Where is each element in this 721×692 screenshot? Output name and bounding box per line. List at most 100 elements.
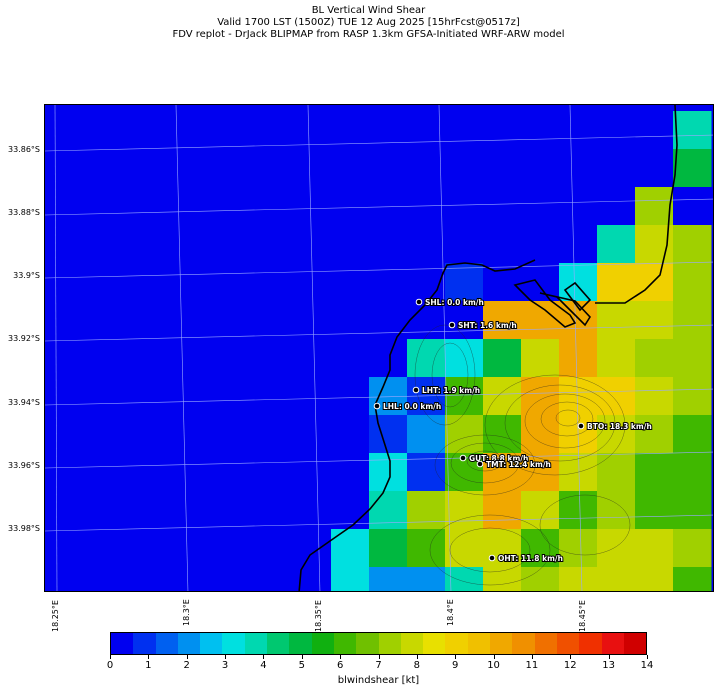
colorbar-swatch [467,633,491,654]
heatmap-cell [45,529,66,568]
heatmap-cell [45,567,66,591]
station-label: GUT: 8.8 km/h [469,454,528,463]
lon-label-4: 18.45°E [578,600,587,632]
heatmap-cell [369,567,408,591]
heatmap-cell [65,415,104,454]
heatmap-cell [217,415,256,454]
heatmap-cell [407,225,446,264]
lon-label-2: 18.35°E [314,600,323,632]
lat-label-0: 33.86°S [8,145,40,154]
colorbar-swatch [177,633,201,654]
heatmap-cell [369,453,408,492]
heatmap-cell [179,567,218,591]
colorbar-tickmark [570,655,572,659]
heatmap-cell [255,111,294,150]
colorbar-swatch [400,633,424,654]
heatmap-cell [673,225,712,264]
lon-label-1: 18.3°E [182,599,191,626]
colorbar-tickmark [340,655,342,659]
heatmap-cell [673,301,712,340]
heatmap-cell [103,529,142,568]
colorbar-tick-label: 5 [298,660,305,671]
heatmap-cell [445,263,484,302]
lat-label-4: 33.94°S [8,398,40,407]
heatmap-cell [521,377,560,416]
coastline [298,105,678,591]
heatmap-svg: SHL: 0.0 km/h SHT: 1.6 km/h LHT: 1.9 km/h L… [45,105,713,591]
heatmap-cell [217,339,256,378]
heatmap-cell [45,453,66,492]
heatmap-cell [369,491,408,530]
station-marker [488,554,496,562]
heatmap-cell [217,567,256,591]
heatmap-cell [141,339,180,378]
heatmap-cell [255,149,294,188]
lat-label-3: 33.92°S [8,334,40,343]
heatmap-cell [407,529,446,568]
heatmap-cell [45,263,66,302]
heatmap-cell [521,225,560,264]
colorbar-swatch [311,633,334,654]
station-label: LHL: 0.0 km/h [383,402,441,411]
colorbar-swatch [289,633,312,654]
heatmap-cell [597,301,636,340]
heatmap-cell [521,111,560,150]
station-label: TMT: 12.4 km/h [486,460,551,469]
heatmap-cell [597,339,636,378]
heatmap-cell [103,415,142,454]
heatmap-cell [65,567,104,591]
colorbar-swatch [267,633,290,654]
colorbar-tickmark [608,655,610,659]
heatmap-cell [331,301,370,340]
heatmap-cell [597,111,636,150]
heatmap-cell [141,149,180,188]
heatmap-cell [597,491,636,530]
colorbar-tickmark [455,655,457,659]
colorbar-swatch [512,633,535,654]
heatmap-cell [635,263,674,302]
heatmap-cell [217,377,256,416]
colorbar-tick-label: 13 [602,660,615,671]
colorbar-tick-label: 2 [183,660,190,671]
lat-label-1: 33.88°S [8,208,40,217]
lat-label-2: 33.9°S [13,271,40,280]
heatmap-cell [521,149,560,188]
lat-label-6: 33.98°S [8,524,40,533]
heatmap-cell [103,111,142,150]
heatmap-cell [65,149,104,188]
colorbar-label: blwindshear [kt] [337,675,420,686]
heatmap-cell [331,339,370,378]
station-marker [476,460,484,468]
heatmap-cell [521,339,560,378]
heatmap-cell [559,377,598,416]
heatmap-cell [407,567,446,591]
heatmap-cell [141,377,180,416]
heatmap-cell [217,149,256,188]
heatmap-cell [103,225,142,264]
heatmap-cell [559,187,598,226]
heatmap-cell [635,529,674,568]
heatmap-cell [483,567,522,591]
heatmap-cell [559,339,598,378]
heatmap-cell [635,111,674,150]
heatmap-cell [141,225,180,264]
heatmap-cell [141,529,180,568]
colorbar-tickmark [110,655,111,659]
heatmap-cell [293,339,332,378]
heatmap-cell [179,377,218,416]
lat-label-5: 33.96°S [8,461,40,470]
heatmap-cell [597,187,636,226]
colorbar-swatch [579,633,602,654]
heatmap-cell [65,111,104,150]
heatmap-cell [407,301,446,340]
heatmap-cell [483,377,522,416]
heatmap-cell [103,567,142,591]
colorbar-swatch [445,633,468,654]
heatmap-cell [331,149,370,188]
heatmap-cell [673,453,712,492]
colorbar-tickmark [263,655,265,659]
heatmap-cell [65,377,104,416]
colorbar-swatch [556,633,580,654]
heatmap-cell [483,111,522,150]
heatmap-cell [597,263,636,302]
